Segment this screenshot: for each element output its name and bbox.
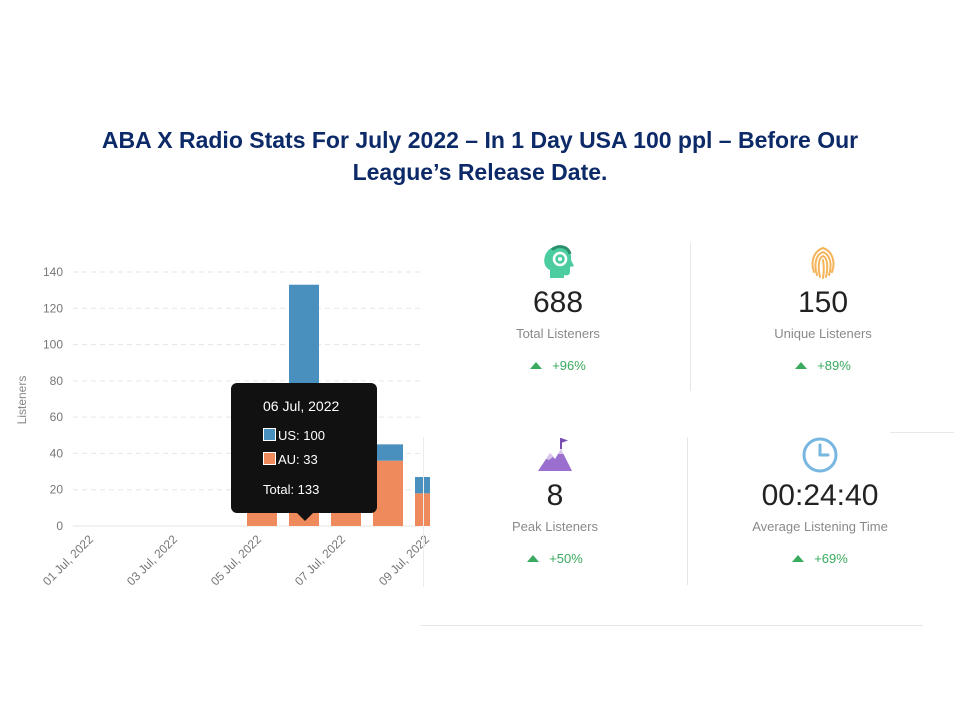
bar-us <box>373 444 403 461</box>
x-tick-label: 07 Jul, 2022 <box>292 532 348 588</box>
y-tick-label: 20 <box>50 483 64 497</box>
title-line-1: ABA X Radio Stats For July 2022 – In 1 D… <box>101 127 859 153</box>
y-tick-label: 40 <box>50 446 64 460</box>
tooltip-us-row: US: 100 <box>263 428 325 443</box>
y-tick-label: 60 <box>50 410 64 424</box>
divider-vertical-top <box>690 243 691 391</box>
y-tick-label: 140 <box>43 265 63 279</box>
title-line-2: League’s Release Date. <box>352 159 608 185</box>
tooltip-au-row: AU: 33 <box>263 452 318 467</box>
stat-label: Unique Listeners <box>774 326 872 341</box>
stat-change: +69% <box>710 551 930 566</box>
up-arrow-icon <box>530 362 543 369</box>
stat-label: Average Listening Time <box>752 519 888 534</box>
bar-au <box>373 460 403 526</box>
stat-value: 8 <box>546 479 564 512</box>
x-tick-label: 01 Jul, 2022 <box>40 532 96 588</box>
up-arrow-icon <box>792 555 805 562</box>
headset-head-icon <box>544 245 574 278</box>
stat-unique-listeners: 150 Unique Listeners +89% <box>713 242 933 373</box>
stat-label: Peak Listeners <box>512 519 598 534</box>
up-arrow-icon <box>795 362 808 369</box>
chart-tooltip: 06 Jul, 2022 US: 100 AU: 33 Total: 133 <box>231 383 377 521</box>
tooltip-us-value: US: 100 <box>278 428 325 443</box>
au-swatch <box>263 452 276 465</box>
divider-vertical-bottom <box>687 437 688 585</box>
mountain-flag-icon <box>538 438 572 471</box>
page-title: ABA X Radio Stats For July 2022 – In 1 D… <box>40 124 920 188</box>
us-swatch <box>263 428 276 441</box>
tooltip-total: Total: 133 <box>263 482 320 497</box>
bar-us <box>415 477 430 494</box>
y-tick-label: 80 <box>50 374 64 388</box>
y-tick-label: 0 <box>56 519 63 533</box>
stat-change-value: +69% <box>814 551 848 566</box>
y-axis-label: Listeners <box>15 376 29 425</box>
stat-change: +96% <box>448 358 668 373</box>
stat-change-value: +50% <box>549 551 583 566</box>
divider-horizontal-right <box>890 432 954 433</box>
stat-value: 00:24:40 <box>761 479 879 512</box>
stat-average-listening-time: 00:24:40 Average Listening Time +69% <box>710 435 930 566</box>
stat-total-listeners: 688 Total Listeners +96% <box>448 242 668 373</box>
x-tick-label: 09 Jul, 2022 <box>376 532 430 588</box>
clock-icon <box>802 437 838 473</box>
divider-left-bottom <box>423 437 424 587</box>
x-tick-label: 05 Jul, 2022 <box>208 532 264 588</box>
stat-value: 150 <box>797 286 849 319</box>
fingerprint-icon <box>811 246 835 279</box>
tooltip-date: 06 Jul, 2022 <box>263 398 340 414</box>
tooltip-au-value: AU: 33 <box>278 452 318 467</box>
stat-peak-listeners: 8 Peak Listeners +50% <box>445 435 665 566</box>
y-tick-label: 120 <box>43 301 63 315</box>
stat-value: 688 <box>532 286 584 319</box>
stat-change-value: +89% <box>817 358 851 373</box>
stat-change-value: +96% <box>552 358 586 373</box>
stat-change: +89% <box>713 358 933 373</box>
stat-change: +50% <box>445 551 665 566</box>
y-tick-label: 100 <box>43 338 63 352</box>
bar-au <box>415 493 430 526</box>
x-tick-label: 03 Jul, 2022 <box>124 532 180 588</box>
divider-horizontal-bottom <box>420 625 923 626</box>
up-arrow-icon <box>527 555 540 562</box>
stat-label: Total Listeners <box>516 326 600 341</box>
